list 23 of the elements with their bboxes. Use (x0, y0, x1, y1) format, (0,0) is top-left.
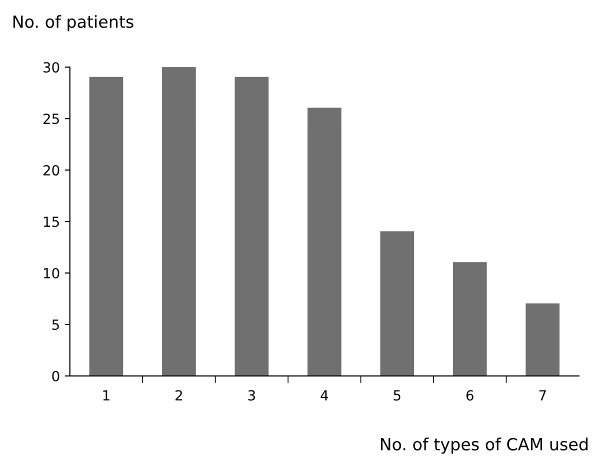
y-tick-label: 0 (52, 370, 60, 382)
bar (89, 76, 124, 376)
x-tick-label: 1 (103, 390, 110, 400)
bar (526, 303, 560, 376)
x-tick-label: 7 (539, 390, 546, 400)
bar (452, 262, 487, 376)
bar (307, 108, 342, 376)
y-tick-label: 10 (44, 268, 60, 278)
y-tick-label: 30 (44, 62, 60, 73)
bar (162, 67, 196, 376)
x-tick-label: 4 (320, 390, 328, 400)
bar (234, 76, 269, 376)
x-tick-label: 6 (466, 390, 474, 401)
x-axis-title: No. of types of CAM used (380, 438, 588, 454)
y-tick-label: 25 (43, 114, 59, 124)
x-tick-label: 5 (394, 390, 400, 401)
bar (380, 231, 414, 376)
y-axis-title: No. of patients (13, 15, 134, 32)
x-tick-label: 2 (176, 390, 182, 400)
y-tick-label: 20 (43, 165, 60, 176)
x-tick-label: 3 (248, 390, 255, 401)
y-tick-label: 15 (44, 216, 59, 228)
y-tick-label: 5 (52, 320, 59, 330)
